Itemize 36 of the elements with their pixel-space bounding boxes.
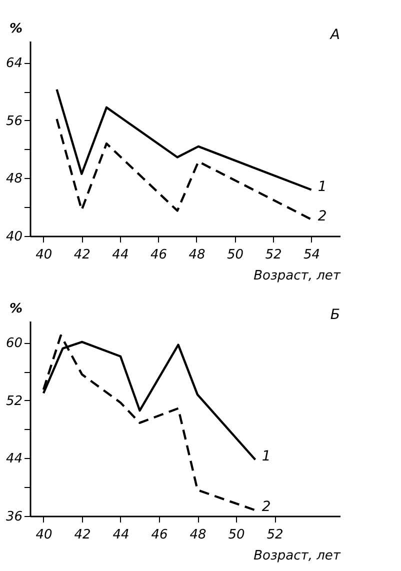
y-tick-label: 44	[6, 452, 22, 467]
y-tick-label: 40	[6, 230, 22, 244]
series-label: 1	[318, 178, 327, 195]
chart-title: Б	[330, 307, 340, 323]
x-axis-title: Возраст, лет	[254, 268, 341, 284]
x-tick-label: 42	[74, 248, 90, 262]
x-tick-label: 46	[151, 528, 168, 542]
x-tick-label: 40	[36, 248, 52, 262]
series-label: 2	[318, 208, 327, 224]
y-tick-label: 64	[6, 56, 22, 72]
y-tick-label: 56	[6, 114, 22, 129]
x-tick-label: 48	[190, 528, 206, 542]
y-axis-title: %	[9, 22, 22, 36]
y-axis-title: %	[9, 302, 22, 316]
x-tick-label: 50	[226, 248, 244, 262]
x-tick-label: 52	[266, 528, 284, 542]
line-series	[56, 118, 312, 220]
x-tick-label: 48	[188, 248, 206, 262]
x-tick-label: 42	[74, 528, 91, 542]
x-axis-title: Возраст, лет	[254, 548, 341, 564]
x-tick-label: 44	[112, 248, 129, 262]
y-tick-label: 48	[6, 172, 22, 187]
x-tick-label: 44	[112, 528, 130, 542]
x-tick-label: 46	[150, 248, 167, 262]
x-tick-label: 54	[304, 248, 320, 262]
y-tick-label: 36	[6, 510, 22, 524]
chart-title: А	[329, 27, 340, 43]
line-series	[56, 88, 312, 191]
line-series	[42, 334, 256, 512]
y-tick-label: 52	[6, 394, 22, 409]
x-tick-label: 40	[36, 528, 52, 542]
x-tick-label: 50	[228, 528, 245, 542]
y-tick-label: 60	[6, 336, 22, 352]
x-tick-label: 52	[265, 248, 282, 262]
series-label: 2	[262, 499, 271, 516]
series-label: 1	[262, 448, 271, 465]
